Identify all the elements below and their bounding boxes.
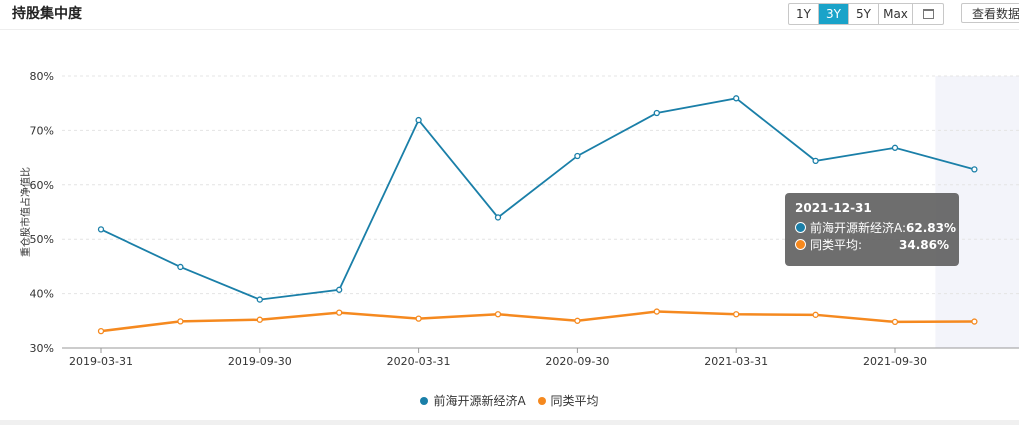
series-2-point (97, 327, 105, 335)
series-2-point (177, 318, 184, 325)
legend-dot-series2 (537, 396, 546, 405)
calendar-button[interactable] (913, 4, 943, 24)
series-2-point (415, 315, 422, 322)
x-tick-label: 2021-09-30 (863, 355, 927, 368)
y-axis-label: 重仓股市值占净值比 (19, 167, 32, 257)
series-2-point (971, 318, 978, 325)
series-line-2 (100, 310, 975, 333)
y-tick-label: 80% (30, 70, 54, 83)
x-tick-label: 2019-03-31 (69, 355, 133, 368)
chart-tooltip: 2021-12-31 前海开源新经济A: 62.83% 同类平均: 34.86% (785, 193, 959, 266)
series-1-point (256, 296, 263, 303)
series-1-point (97, 226, 105, 233)
series-1-point (574, 152, 581, 160)
page-title: 持股集中度 (12, 6, 82, 22)
series-2-point (336, 309, 343, 316)
series-2-point (812, 311, 819, 318)
y-tick-label: 40% (30, 288, 54, 301)
tooltip-value-series1: 62.83% (906, 220, 957, 235)
series-line-1 (100, 97, 975, 301)
series-2-point (653, 308, 660, 315)
range-5y-button[interactable]: 5Y (849, 4, 879, 24)
y-tick-label: 60% (30, 179, 54, 192)
tooltip-row-series2: 同类平均: 34.86% (795, 236, 949, 253)
series-1-point (971, 166, 978, 173)
legend-dot-series1 (420, 396, 429, 405)
chart-legend: 前海开源新经济A 同类平均 (0, 392, 1019, 409)
tooltip-date: 2021-12-31 (795, 201, 872, 215)
series-1-point (653, 109, 660, 117)
legend-label-series1: 前海开源新经济A (433, 394, 526, 408)
y-tick-label: 50% (30, 233, 54, 246)
series-1-point (733, 95, 740, 102)
series-2-point (891, 318, 899, 326)
tooltip-value-series2: 34.86% (899, 237, 949, 252)
bottom-divider (0, 420, 1019, 425)
x-tick-label: 2020-03-31 (387, 355, 451, 368)
x-tick-label: 2019-09-30 (228, 355, 292, 368)
tooltip-dot-series1 (795, 222, 806, 233)
series-1-point (336, 286, 343, 293)
series-1-point (891, 144, 899, 151)
range-1y-button[interactable]: 1Y (789, 4, 819, 24)
tooltip-row-series1: 前海开源新经济A: 62.83% (795, 219, 956, 236)
x-tick-label: 2020-09-30 (545, 355, 609, 368)
tooltip-name-series2: 同类平均: (810, 238, 863, 252)
series-2-point (494, 311, 502, 318)
series-2-point (733, 311, 740, 318)
range-3y-button[interactable]: 3Y (819, 4, 849, 24)
legend-label-series2: 同类平均 (550, 394, 599, 408)
legend-item-series1[interactable]: 前海开源新经济A (420, 392, 526, 409)
legend-item-series2[interactable]: 同类平均 (537, 392, 599, 409)
range-max-button[interactable]: Max (879, 4, 913, 24)
series-2-point (574, 317, 581, 324)
calendar-icon (922, 9, 934, 19)
series-1-point (177, 263, 184, 271)
x-tick-label: 2021-03-31 (704, 355, 768, 368)
range-selector: 1Y 3Y 5Y Max (788, 3, 944, 25)
series-1-point (494, 214, 502, 221)
tooltip-dot-series2 (795, 239, 806, 250)
tooltip-name-series1: 前海开源新经济A: (810, 221, 907, 235)
series-1-point (415, 116, 422, 124)
series-2-point (256, 316, 263, 323)
series-1-point (812, 157, 819, 165)
y-tick-label: 70% (30, 124, 54, 137)
y-tick-label: 30% (30, 342, 54, 355)
header-divider (0, 29, 1019, 30)
view-data-button[interactable]: 查看数据 (961, 3, 1019, 23)
